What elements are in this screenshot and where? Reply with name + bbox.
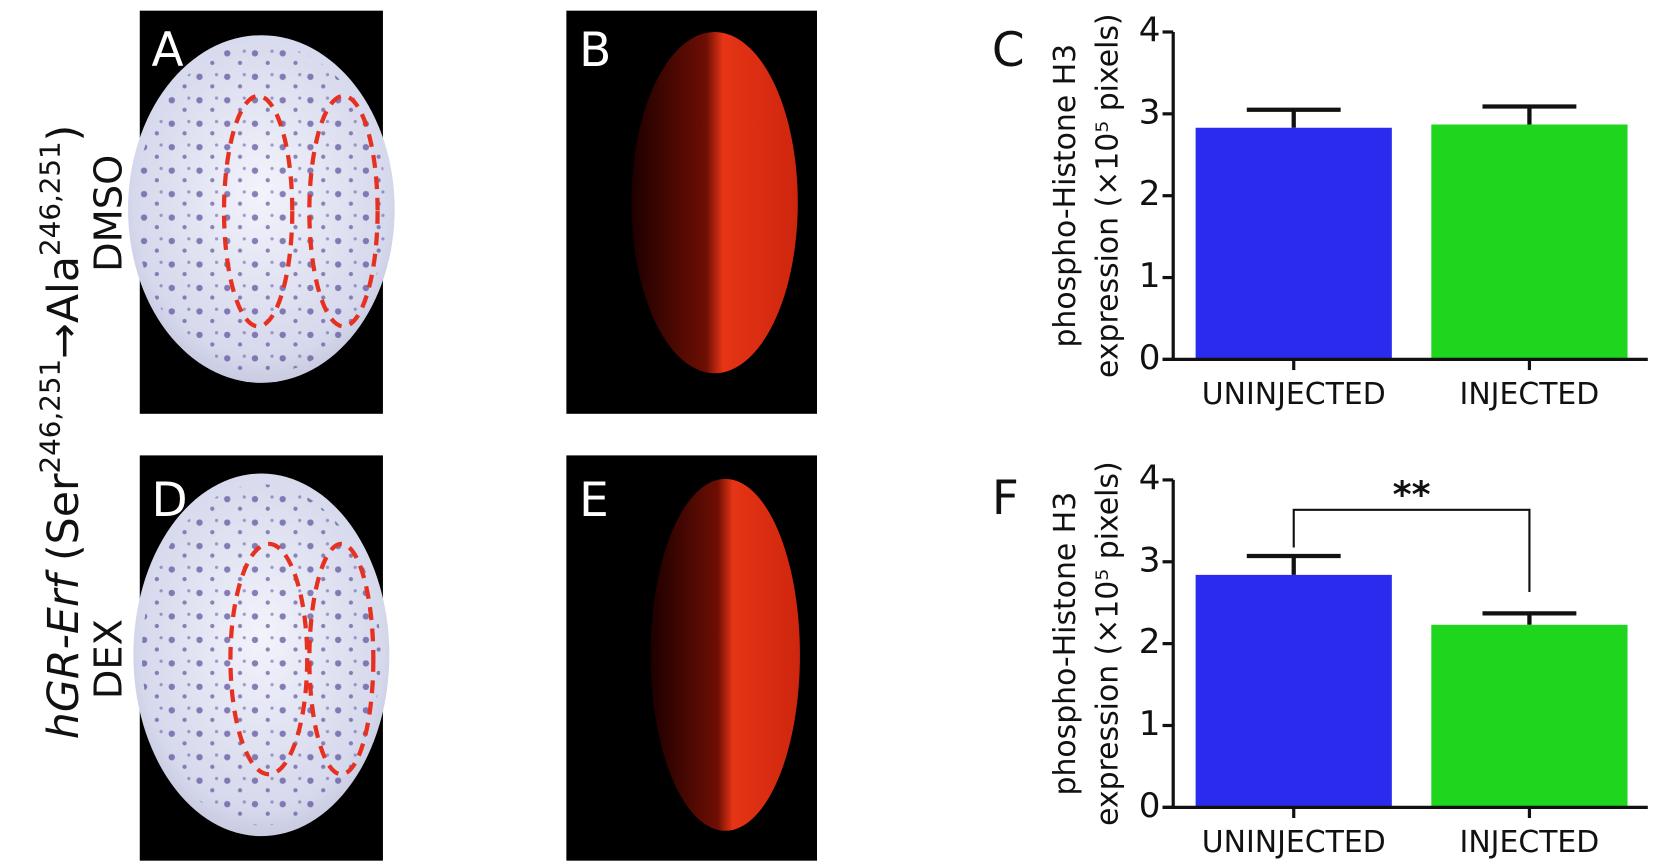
y-tick-label: 1	[1139, 704, 1161, 744]
row-label: DEX	[86, 619, 131, 699]
panel-e	[566, 455, 818, 861]
panel-b	[566, 10, 818, 414]
bar	[1195, 127, 1392, 360]
y-tick-label: 2	[1139, 622, 1161, 662]
y-tick-label: 2	[1139, 174, 1161, 214]
panel-label: D	[152, 473, 188, 528]
x-tick-label: INJECTED	[1460, 825, 1600, 860]
panel-label: A	[152, 23, 184, 78]
panel-label: E	[579, 473, 609, 528]
y-tick-label: 1	[1139, 256, 1161, 296]
arrow: →	[39, 323, 89, 359]
panel-label: C	[992, 23, 1025, 78]
label-part: (Ser	[39, 473, 89, 575]
y-axis-label: phospho-Histone H3	[1048, 492, 1083, 796]
y-tick-label: 4	[1139, 10, 1161, 50]
panel-d	[133, 455, 390, 861]
x-tick-label: INJECTED	[1460, 377, 1600, 412]
label-part: Ala	[39, 256, 89, 323]
y-tick-label: 0	[1139, 338, 1161, 378]
panel-label: B	[579, 23, 611, 78]
panel-label: F	[992, 471, 1019, 526]
y-axis-label: expression (×10⁵ pixels)	[1091, 13, 1126, 378]
significance-label: **	[1393, 473, 1431, 516]
y-tick-label: 3	[1139, 540, 1161, 580]
side-label: hGR-Erf (Ser246,251→Ala246,251)	[33, 125, 88, 740]
label-part: )	[39, 125, 89, 142]
superscript: 246,251	[33, 141, 66, 256]
row-label: DMSO	[86, 155, 131, 272]
superscript: 246,251	[33, 359, 66, 474]
x-tick-label: UNINJECTED	[1202, 825, 1386, 860]
y-tick-label: 0	[1139, 786, 1161, 826]
bar	[1431, 624, 1628, 808]
significance-bracket	[1292, 508, 1531, 593]
y-axis-label: phospho-Histone H3	[1048, 44, 1083, 348]
gene: hGR-Erf	[39, 569, 89, 740]
y-tick-label: 3	[1139, 92, 1161, 132]
bar	[1195, 574, 1392, 808]
panel-a	[128, 10, 395, 414]
x-tick-label: UNINJECTED	[1202, 377, 1386, 412]
y-axis-label: expression (×10⁵ pixels)	[1091, 461, 1126, 826]
bar	[1431, 124, 1628, 360]
y-tick-label: 4	[1139, 458, 1161, 498]
